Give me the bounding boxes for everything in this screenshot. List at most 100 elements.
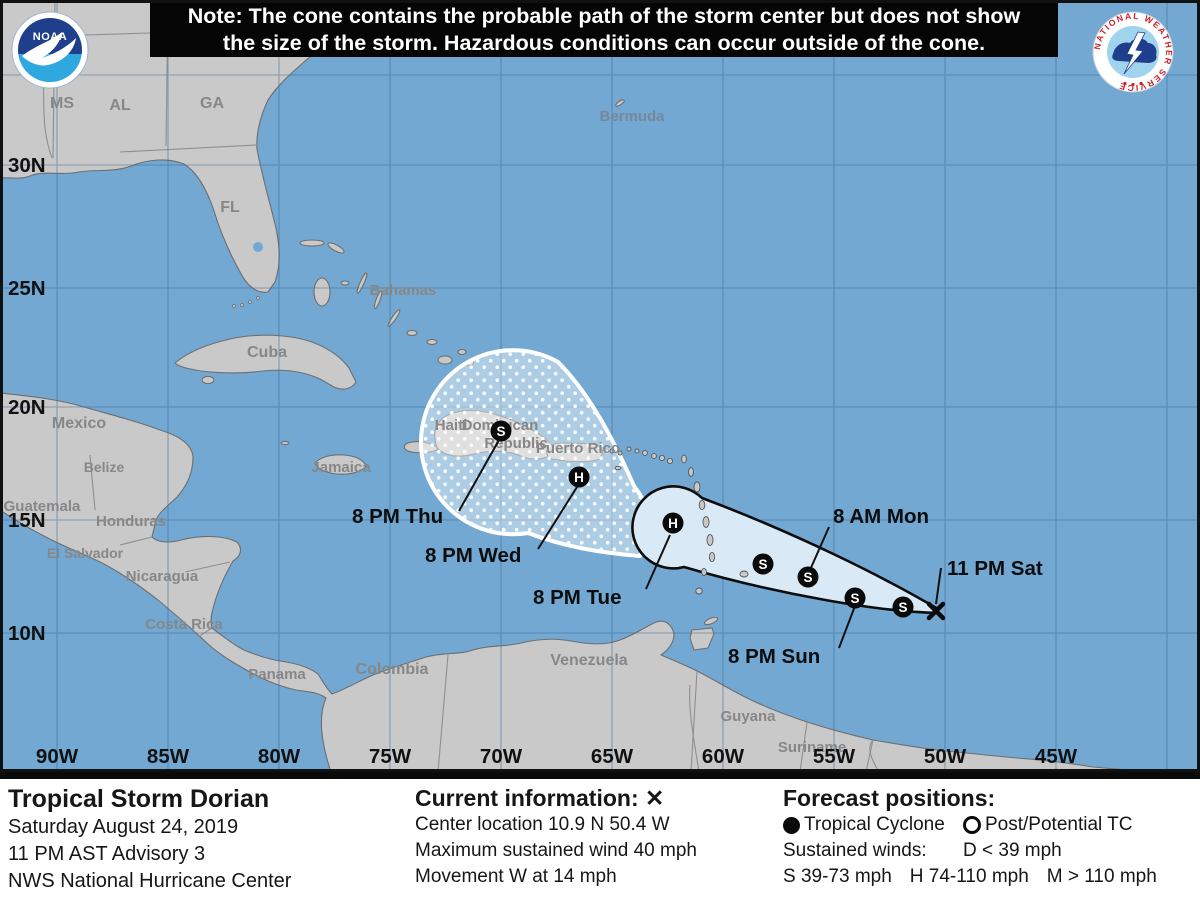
land-cuba [174,334,357,390]
land-central-south-america [0,392,1151,773]
noaa-logo-text: NOAA [33,31,67,43]
m-range-label: M > 110 mph [1046,866,1157,887]
svg-text:75W: 75W [369,745,412,768]
svg-text:50W: 50W [924,745,967,768]
label-guatemala: Guatemala [4,498,81,515]
svg-text:30N: 30N [8,154,46,177]
sustained-winds-label: Sustained winds: [783,840,927,861]
label-cuba: Cuba [247,344,287,361]
longitude-labels: 90W 85W 80W 75W 70W 65W 60W 55W 50W 45W [36,745,1078,768]
label-al: AL [109,97,131,114]
marker-12h: S [892,596,914,618]
s-range-label: S 39-73 mph [783,866,892,887]
svg-text:S: S [496,424,505,439]
lake-okeechobee [253,242,263,252]
svg-text:S: S [898,600,907,615]
label-honduras: Honduras [96,513,166,530]
marker-96h: H [568,466,590,488]
label-bermuda: Bermuda [599,108,665,125]
current-x-symbol: ✕ [645,785,665,811]
nws-logo: NATIONAL WEATHER SERVICE [1092,11,1174,93]
storm-agency: NWS National Hurricane Center [8,870,292,892]
wind-ranges: S 39-73 mph H 74-110 mph M > 110 mph [783,864,1195,890]
svg-text:20N: 20N [8,396,46,419]
island-cayman [280,440,290,446]
svg-text:H: H [668,516,678,531]
forecast-positions-legend: Forecast positions: Tropical Cyclone Pos… [783,784,1195,890]
d-range-label: D < 39 mph [963,840,1062,861]
open-circle-icon [963,816,981,834]
map-svg: MS AL GA FL Bermuda Bahamas Cuba Mexico … [0,0,1200,773]
legend-tropical-cyclone: Tropical Cyclone [783,812,963,838]
svg-text:H: H [574,470,584,485]
label-nicaragua: Nicaragua [126,568,199,585]
storm-title: Tropical Storm Dorian [8,785,270,813]
islands-lesser-antilles [609,446,749,595]
time-label-tue: 8 PM Tue [533,586,621,609]
marker-24h: S [844,587,866,609]
svg-text:15N: 15N [8,509,46,532]
h-range-label: H 74-110 mph [909,866,1029,887]
noaa-gull-icon [22,32,76,66]
footer-divider-bar [0,772,1200,779]
islands-bahamas [299,239,475,367]
map-frame [0,0,1200,772]
movement: Movement W at 14 mph [415,866,617,887]
label-bahamas: Bahamas [370,282,437,299]
label-fl: FL [220,199,240,216]
storm-summary: Tropical Storm Dorian Saturday August 24… [8,784,403,895]
cone-day1-3 [631,485,940,615]
forecast-positions-title: Forecast positions: [783,785,996,811]
label-panama: Panama [248,666,306,683]
center-location: Center location 10.9 N 50.4 W [415,814,670,835]
time-label-wed: 8 PM Wed [425,544,521,567]
storm-advisory: 11 PM AST Advisory 3 [8,843,206,865]
label-el-salvador: El Salvador [47,545,124,561]
storm-date: Saturday August 24, 2019 [8,816,239,838]
label-costa-rica: Costa Rica [145,616,223,633]
svg-text:65W: 65W [591,745,634,768]
svg-text:S: S [803,570,812,585]
current-information: Current information: ✕ Center location 1… [415,784,775,890]
forecast-markers: S H H S S S S [490,420,946,621]
svg-text:85W: 85W [147,745,190,768]
info-footer: Tropical Storm Dorian Saturday August 24… [0,772,1200,897]
svg-text:80W: 80W [258,745,301,768]
marker-36h: S [797,566,819,588]
svg-text:S: S [758,557,767,572]
svg-text:25N: 25N [8,277,46,300]
label-venezuela: Venezuela [550,652,627,669]
current-info-title: Current information: ✕ [415,785,665,811]
legend-post-potential-tc: Post/Potential TC [963,812,1195,838]
time-label-mon: 8 AM Mon [833,505,929,528]
label-jamaica: Jamaica [311,459,371,476]
label-suriname: Suriname [778,739,846,756]
label-ga: GA [200,95,224,112]
label-mexico: Mexico [52,415,106,432]
label-guyana: Guyana [720,708,776,725]
current-position-x-icon [926,601,946,621]
cone-day4-5 [418,348,652,559]
pointer-lines [458,439,942,649]
label-ms: MS [50,95,74,112]
svg-text:S: S [850,591,859,606]
label-colombia: Colombia [356,661,429,678]
note-line-2: the size of the storm. Hazardous conditi… [222,31,986,55]
tropical-cyclone-label: Tropical Cyclone [804,814,945,835]
marker-120h: S [490,420,512,442]
label-belize: Belize [84,459,125,475]
max-sustained-wind: Maximum sustained wind 40 mph [415,840,697,861]
time-label-sat: 11 PM Sat [947,557,1043,580]
time-label-thu: 8 PM Thu [352,505,443,528]
cone-note-banner: Note: The cone contains the probable pat… [150,3,1058,57]
note-line-1: Note: The cone contains the probable pat… [187,4,1021,28]
svg-text:55W: 55W [813,745,856,768]
svg-text:10N: 10N [8,622,46,645]
land-jamaica [314,454,367,475]
post-potential-tc-label: Post/Potential TC [985,814,1133,835]
island-tobago [703,616,719,626]
svg-text:45W: 45W [1035,745,1078,768]
noaa-logo: NOAA [11,11,89,89]
island-isla-juventud [201,375,215,385]
